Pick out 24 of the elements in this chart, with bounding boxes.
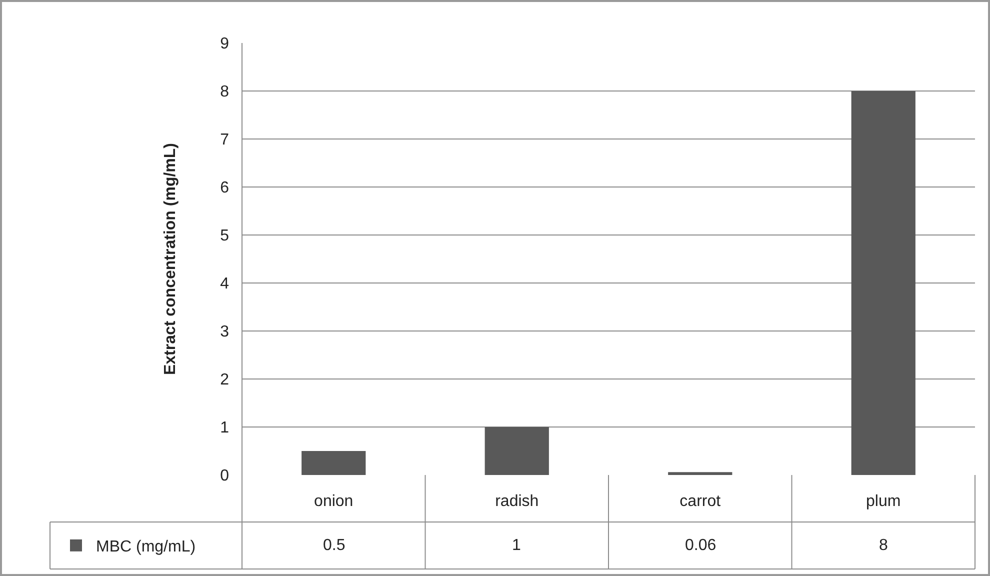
y-axis-title: Extract concentration (mg/mL) [162, 142, 179, 376]
x-tick-label: carrot [680, 493, 722, 510]
y-tick-label: 5 [220, 228, 230, 245]
y-tick-label: 3 [220, 324, 230, 341]
legend-label: MBC (mg/mL) [96, 538, 196, 556]
y-tick-label: 1 [220, 420, 230, 437]
data-label: 8 [879, 537, 888, 554]
x-tick-label: radish [495, 493, 539, 510]
data-label: 0.5 [323, 537, 346, 554]
bar [851, 91, 916, 475]
bar [484, 427, 549, 475]
data-label: 0.06 [685, 537, 716, 554]
bar [668, 472, 732, 475]
y-tick-label: 6 [220, 180, 230, 197]
y-tick-label: 0 [220, 468, 230, 485]
data-label: 1 [512, 537, 521, 554]
y-tick-label: 2 [220, 372, 230, 389]
y-tick-label: 9 [220, 36, 230, 53]
y-tick-label: 4 [220, 276, 230, 293]
y-tick-label: 7 [220, 132, 230, 149]
x-tick-label: onion [314, 493, 354, 510]
x-tick-label: plum [866, 493, 901, 510]
bar [302, 451, 366, 475]
y-tick-label: 8 [220, 84, 230, 101]
